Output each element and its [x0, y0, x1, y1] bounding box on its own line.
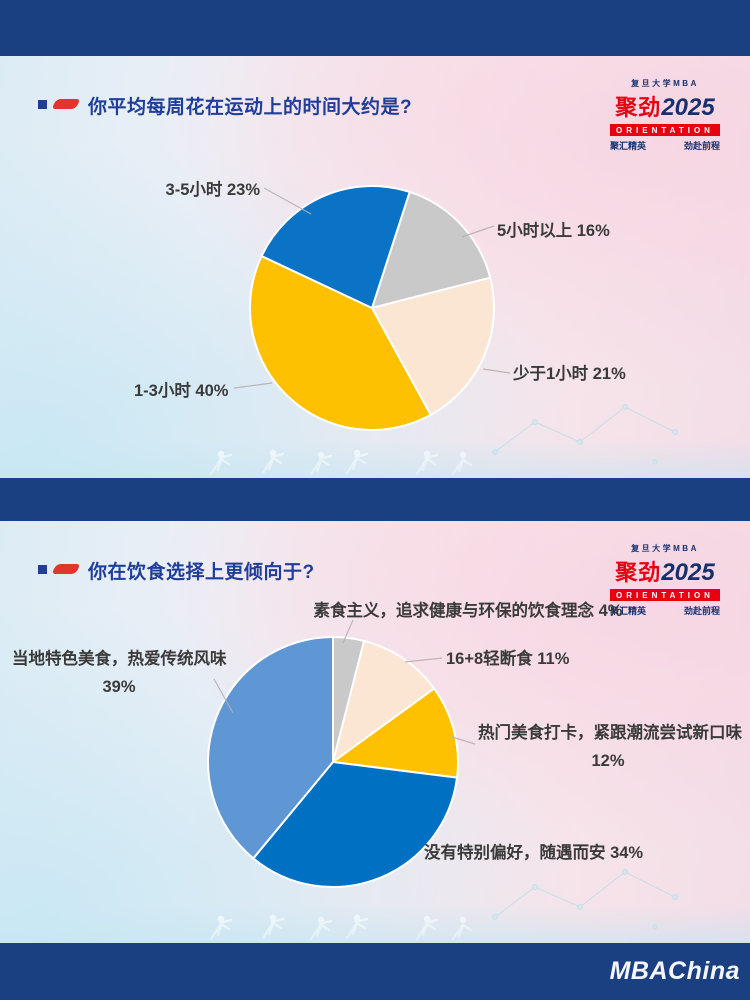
title-bullet-square	[38, 100, 47, 109]
dot-network-decoration	[492, 404, 678, 465]
logo-school-text: 复旦大学MBA	[631, 79, 699, 88]
logo-slogan-right: 劲赴前程	[683, 606, 720, 616]
pie2-label-trendy-line1: 热门美食打卡，紧跟潮流尝试新口味	[478, 724, 742, 742]
logo-school-text: 复旦大学MBA	[631, 544, 699, 553]
top-border-band	[0, 0, 750, 56]
slide2-title: 你在饮食选择上更倾向于?	[88, 562, 315, 583]
slide-food-preference: 你在饮食选择上更倾向于? 复旦大学MBA 聚劲 2025 ORIENTATION…	[0, 521, 750, 943]
title-bullet-dash	[51, 564, 81, 574]
pie1-label-1-3h: 1-3小时 40%	[134, 382, 229, 400]
pie2-label-local-food: 当地特色美食，热爱传统风味 39%	[12, 645, 227, 701]
pie1-label-under-1h: 少于1小时 21%	[513, 365, 626, 383]
pie-slice-34pct	[252, 761, 459, 888]
middle-border-band	[0, 478, 750, 521]
logo-brand-year: 2025	[661, 559, 715, 586]
logo-orientation-banner: ORIENTATION	[610, 124, 720, 136]
title-bullet-square	[38, 565, 47, 574]
pie2-label-vegetarian: 素食主义，追求健康与环保的饮食理念 4%	[313, 602, 623, 620]
pie-slice-40pct	[248, 255, 432, 431]
logo-brand-name: 聚劲	[615, 560, 662, 585]
pie2-label-local-food-line1: 当地特色美食，热爱传统风味	[12, 650, 227, 668]
title-bullet-dash	[51, 99, 81, 109]
pie1-label-3-5h: 3-5小时 23%	[165, 181, 260, 199]
pie-chart-sports-time	[248, 185, 495, 431]
mbachina-watermark: MBAChina	[609, 957, 740, 985]
pie2-label-fasting: 16+8轻断食 11%	[446, 650, 570, 668]
slide-sports-time: 你平均每周花在运动上的时间大约是? 复旦大学MBA 聚劲 2025 ORIENT…	[0, 56, 750, 478]
pie2-label-no-preference: 没有特别偏好，随遇而安 34%	[424, 844, 644, 862]
runners-silhouette-decoration	[209, 449, 473, 476]
dot-network-decoration	[492, 869, 678, 930]
pie-slice-21pct	[371, 276, 495, 416]
logo-brand-year: 2025	[661, 94, 715, 121]
logo-brand-row: 聚劲 2025	[610, 90, 720, 122]
bottom-border-band: MBAChina	[0, 943, 750, 1000]
pie2-label-trendy: 热门美食打卡，紧跟潮流尝试新口味 12%	[478, 719, 742, 775]
logo-orientation-banner: ORIENTATION	[610, 589, 720, 601]
logo-slogan-right: 劲赴前程	[683, 141, 720, 151]
juijin-2025-logo: 复旦大学MBA 聚劲 2025 ORIENTATION 聚汇精英 劲赴前程	[610, 543, 720, 617]
pie-slice-23pct	[260, 185, 411, 309]
juijin-2025-logo: 复旦大学MBA 聚劲 2025 ORIENTATION 聚汇精英 劲赴前程	[610, 78, 720, 152]
logo-slogan-left: 聚汇精英	[610, 141, 647, 151]
slide1-title: 你平均每周花在运动上的时间大约是?	[88, 97, 413, 118]
logo-slogan-left: 聚汇精英	[610, 606, 647, 616]
runners-silhouette-decoration	[209, 914, 473, 941]
pie-slice-39pct	[207, 636, 334, 860]
pie-slice-16pct	[371, 190, 492, 309]
logo-brand-name: 聚劲	[615, 95, 662, 120]
logo-slogan: 聚汇精英 劲赴前程	[610, 604, 720, 617]
pie2-label-trendy-line2: 12%	[591, 752, 625, 770]
pie-slice-11pct	[332, 639, 436, 763]
logo-brand-row: 聚劲 2025	[610, 555, 720, 587]
pie-chart-food-preference	[207, 636, 459, 888]
logo-slogan: 聚汇精英 劲赴前程	[610, 139, 720, 152]
pie1-label-over-5h: 5小时以上 16%	[497, 222, 610, 240]
pie2-label-local-food-line2: 39%	[102, 678, 136, 696]
pie-slice-12pct	[332, 687, 459, 779]
